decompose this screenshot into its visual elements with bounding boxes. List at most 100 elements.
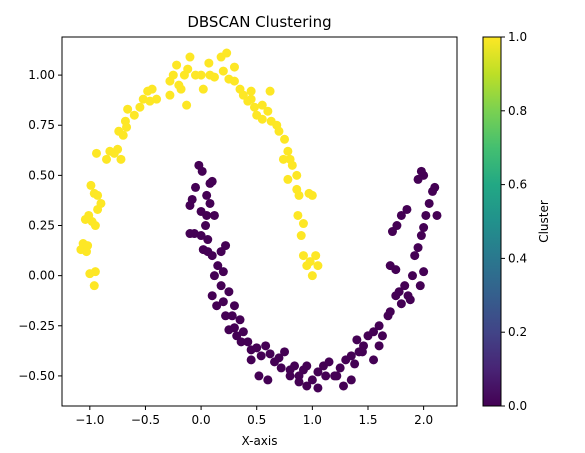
data-point-cluster-0 bbox=[261, 341, 271, 351]
data-point-cluster-1 bbox=[313, 261, 323, 271]
data-point-cluster-0 bbox=[432, 210, 442, 220]
data-point-cluster-1 bbox=[311, 251, 321, 261]
y-tick-label: 0.50 bbox=[28, 168, 55, 182]
data-point-cluster-1 bbox=[102, 154, 112, 164]
data-point-cluster-0 bbox=[396, 299, 406, 309]
data-point-cluster-0 bbox=[201, 221, 211, 231]
data-point-cluster-1 bbox=[86, 180, 96, 190]
data-point-cluster-0 bbox=[346, 351, 356, 361]
data-point-cluster-0 bbox=[321, 371, 331, 381]
y-tick-label: −0.50 bbox=[18, 369, 55, 383]
data-point-cluster-0 bbox=[209, 271, 219, 281]
data-point-cluster-0 bbox=[229, 323, 239, 333]
data-point-cluster-0 bbox=[246, 355, 256, 365]
data-point-cluster-1 bbox=[287, 160, 297, 170]
data-point-cluster-0 bbox=[243, 337, 253, 347]
data-point-cluster-0 bbox=[430, 182, 440, 192]
data-point-cluster-0 bbox=[339, 381, 349, 391]
data-point-cluster-0 bbox=[410, 251, 420, 261]
data-point-cluster-0 bbox=[280, 347, 290, 357]
colorbar-tick-label: 0.0 bbox=[508, 399, 527, 413]
data-point-cluster-0 bbox=[213, 261, 223, 271]
y-axis: −0.50 −0.25 0.00 0.25 0.50 0.75 1.00 bbox=[18, 68, 62, 383]
data-point-cluster-0 bbox=[369, 327, 379, 337]
data-point-cluster-0 bbox=[369, 355, 379, 365]
x-tick-label: 0.5 bbox=[247, 413, 266, 427]
data-point-cluster-1 bbox=[292, 184, 302, 194]
data-point-cluster-0 bbox=[324, 357, 334, 367]
data-point-cluster-1 bbox=[296, 231, 306, 241]
data-point-cluster-0 bbox=[416, 231, 426, 241]
data-point-cluster-0 bbox=[350, 359, 360, 369]
data-point-cluster-0 bbox=[224, 287, 234, 297]
data-point-cluster-1 bbox=[305, 257, 315, 267]
x-tick-label: 2.0 bbox=[414, 413, 433, 427]
data-point-cluster-0 bbox=[415, 281, 425, 291]
data-point-cluster-1 bbox=[198, 84, 208, 94]
data-point-cluster-1 bbox=[89, 281, 99, 291]
data-point-cluster-0 bbox=[203, 235, 213, 245]
data-point-cluster-1 bbox=[165, 90, 175, 100]
data-point-cluster-0 bbox=[313, 367, 323, 377]
data-point-cluster-0 bbox=[216, 281, 226, 291]
data-point-cluster-1 bbox=[183, 64, 193, 74]
data-point-cluster-1 bbox=[172, 60, 182, 70]
data-point-cluster-0 bbox=[402, 204, 412, 214]
data-point-cluster-0 bbox=[313, 383, 323, 393]
data-point-cluster-0 bbox=[394, 287, 404, 297]
data-point-cluster-0 bbox=[413, 243, 423, 253]
data-point-cluster-0 bbox=[302, 361, 312, 371]
data-point-cluster-1 bbox=[182, 100, 192, 110]
data-point-cluster-0 bbox=[335, 363, 345, 373]
data-point-cluster-0 bbox=[285, 371, 295, 381]
data-point-cluster-1 bbox=[93, 190, 103, 200]
data-point-cluster-1 bbox=[257, 100, 267, 110]
data-point-cluster-1 bbox=[293, 210, 303, 220]
data-point-cluster-1 bbox=[249, 102, 259, 112]
colorbar-tick-label: 0.4 bbox=[508, 251, 527, 265]
data-point-cluster-0 bbox=[185, 200, 195, 210]
colorbar-tick-label: 1.0 bbox=[508, 30, 527, 44]
data-point-cluster-1 bbox=[120, 116, 130, 126]
data-point-cluster-1 bbox=[274, 126, 284, 136]
data-point-cluster-0 bbox=[252, 343, 262, 353]
data-point-cluster-1 bbox=[298, 219, 308, 229]
y-tick-label: 0.75 bbox=[28, 118, 55, 132]
data-point-cluster-1 bbox=[176, 84, 186, 94]
data-point-cluster-0 bbox=[202, 190, 212, 200]
plot-frame bbox=[61, 36, 458, 407]
data-point-cluster-1 bbox=[304, 188, 314, 198]
data-point-cluster-0 bbox=[416, 166, 426, 176]
data-point-cluster-0 bbox=[227, 311, 237, 321]
colorbar-tick-label: 0.8 bbox=[508, 104, 527, 118]
data-point-cluster-0 bbox=[385, 307, 395, 317]
data-point-cluster-0 bbox=[332, 371, 342, 381]
data-point-cluster-1 bbox=[205, 70, 215, 80]
data-point-cluster-0 bbox=[254, 371, 264, 381]
data-point-cluster-1 bbox=[116, 154, 126, 164]
data-point-cluster-1 bbox=[229, 76, 239, 86]
colorbar-label: Cluster bbox=[537, 200, 551, 243]
data-point-cluster-0 bbox=[207, 291, 217, 301]
data-point-cluster-1 bbox=[83, 241, 93, 251]
data-point-cluster-0 bbox=[256, 351, 266, 361]
y-tick-label: −0.25 bbox=[18, 319, 55, 333]
y-tick-label: 0.25 bbox=[28, 219, 55, 233]
data-point-cluster-1 bbox=[147, 84, 157, 94]
y-tick-label: 1.00 bbox=[28, 68, 55, 82]
data-point-cluster-0 bbox=[424, 198, 434, 208]
data-point-cluster-0 bbox=[235, 315, 245, 325]
data-point-cluster-1 bbox=[118, 130, 128, 140]
colorbar-ticks: 0.0 0.2 0.4 0.6 0.8 1.0 bbox=[501, 30, 527, 413]
data-point-cluster-1 bbox=[218, 66, 228, 76]
data-point-cluster-0 bbox=[202, 210, 212, 220]
data-point-cluster-0 bbox=[209, 210, 219, 220]
data-point-cluster-1 bbox=[196, 70, 206, 80]
data-point-cluster-0 bbox=[396, 210, 406, 220]
data-point-cluster-1 bbox=[204, 58, 214, 68]
data-point-cluster-1 bbox=[229, 62, 239, 72]
data-point-cluster-0 bbox=[413, 174, 423, 184]
data-point-cluster-1 bbox=[292, 170, 302, 180]
data-point-cluster-0 bbox=[238, 327, 248, 337]
